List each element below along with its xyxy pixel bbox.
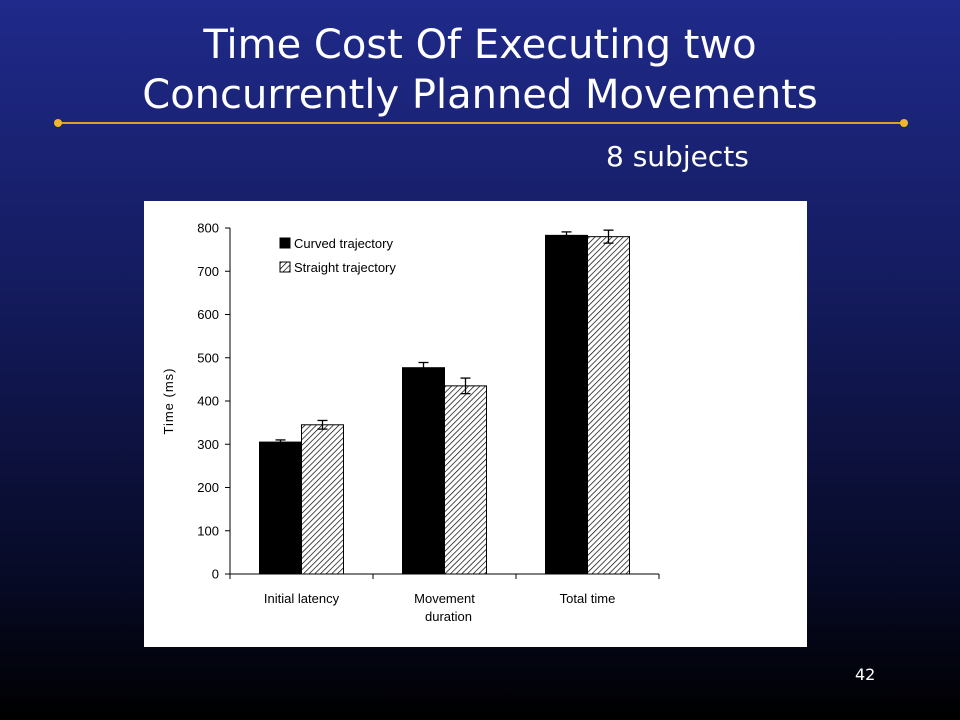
bar-straight xyxy=(587,236,630,575)
chart-panel: 0 100 200 300 400 500 600 700 800 Time (ms) Initia… xyxy=(144,201,807,647)
legend-swatch xyxy=(279,237,291,249)
bar-straight xyxy=(444,385,487,575)
y-tick-label: 0 xyxy=(212,567,219,582)
legend-label: Straight trajectory xyxy=(294,260,396,275)
x-category-label: Movement xyxy=(414,591,475,606)
slide-title: Time Cost Of Executing two Concurrently … xyxy=(142,22,818,118)
x-category-label: Total time xyxy=(560,591,616,606)
bar-chart: 0 100 200 300 400 500 600 700 800 Time (ms) Initia… xyxy=(161,221,660,624)
y-tick-label: 600 xyxy=(197,307,219,322)
y-tick-label: 800 xyxy=(197,221,219,236)
y-axis-title: Time (ms) xyxy=(161,367,176,434)
legend-swatch xyxy=(279,261,291,273)
underline-right-dot xyxy=(900,119,908,127)
bar-curved xyxy=(545,234,588,575)
title-underline xyxy=(58,122,904,124)
subjects-subtitle: 8 subjects xyxy=(606,140,749,173)
bar-curved xyxy=(402,367,445,575)
y-tick-label: 300 xyxy=(197,437,219,452)
page-number: 42 xyxy=(855,665,876,684)
y-tick-label: 200 xyxy=(197,480,219,495)
x-category-label: duration xyxy=(425,609,472,624)
legend-label: Curved trajectory xyxy=(294,236,393,251)
y-tick-label: 100 xyxy=(197,523,219,538)
y-tick-label: 700 xyxy=(197,264,219,279)
bar-straight xyxy=(301,424,344,575)
y-tick-label: 500 xyxy=(197,350,219,365)
bar-curved xyxy=(259,441,302,575)
x-category-label: Initial latency xyxy=(264,591,340,606)
underline-left-dot xyxy=(54,119,62,127)
y-tick-label: 400 xyxy=(197,394,219,409)
